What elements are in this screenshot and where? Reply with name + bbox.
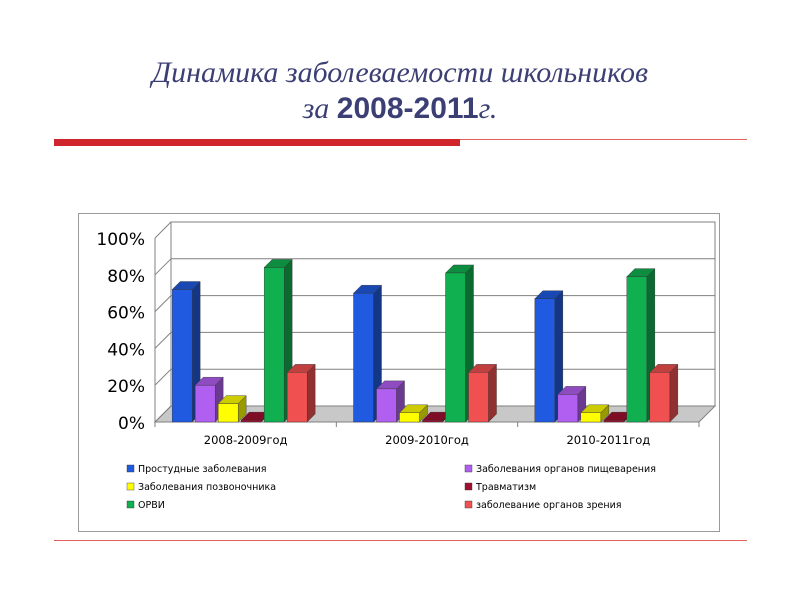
bar-side [488, 363, 497, 423]
gridline-diagonal [154, 258, 172, 276]
bar [353, 292, 374, 423]
title-line-2-prefix: за [302, 92, 337, 125]
bar [240, 419, 262, 423]
bar [399, 412, 420, 423]
title-years: 2008-2011г. [337, 92, 498, 125]
bottom-rule [54, 540, 747, 541]
title-line-2: за 2008-2011г. [0, 91, 800, 127]
bar [534, 298, 556, 423]
legend-label: Заболевания позвоночника [138, 482, 276, 493]
bar [580, 412, 602, 423]
bar [557, 394, 579, 423]
bar [603, 419, 625, 423]
x-tick-label: 2008-2009год [204, 433, 288, 447]
bar [286, 372, 308, 423]
legend-swatch [464, 464, 473, 473]
title-underline-bar [54, 139, 460, 146]
y-tick-label: 80% [107, 267, 145, 287]
y-tick-label: 60% [107, 304, 145, 324]
bar [171, 289, 193, 423]
bar [468, 372, 489, 423]
bar [194, 384, 216, 423]
y-tick-label: 0% [118, 414, 145, 434]
title-years-number: 2008-2011 [336, 92, 479, 125]
legend-swatch [464, 500, 473, 509]
legend-swatch [126, 464, 135, 473]
legend-label: заболевание органов зрения [476, 500, 621, 511]
bar [649, 372, 671, 423]
legend-label: ОРВИ [138, 500, 165, 511]
bar-side [306, 363, 316, 423]
title-years-suffix: г. [478, 92, 498, 125]
x-tick-label: 2010-2011год [566, 433, 650, 447]
legend-swatch [126, 500, 135, 509]
bar [626, 276, 648, 423]
bar [422, 419, 443, 423]
slide-title: Динамика заболеваемости школьников за 20… [0, 55, 800, 127]
gridline-diagonal [154, 221, 172, 239]
bar [376, 388, 397, 423]
bar [217, 403, 239, 423]
gridline-diagonal [154, 368, 172, 386]
legend-label: Травматизм [475, 482, 536, 493]
y-tick-label: 40% [107, 340, 145, 360]
x-tick-label: 2009-2010год [385, 433, 469, 447]
bar [445, 272, 466, 423]
legend-label: Заболевания органов пищеварения [476, 464, 656, 475]
legend-swatch [126, 482, 135, 491]
bar-chart: 0% 20% 40% 60% 80% 100% 2008-2009год 2009-2010г… [96, 221, 717, 511]
gridline-diagonal [154, 405, 172, 423]
y-tick-label: 100% [96, 230, 145, 250]
bar-side [669, 363, 679, 423]
legend-swatch [464, 482, 473, 491]
title-underline-rule [460, 139, 747, 140]
legend-label: Простудные заболевания [138, 464, 267, 475]
gridline-diagonal [154, 295, 172, 312]
title-line-1: Динамика заболеваемости школьников [151, 56, 649, 89]
y-tick-label: 20% [107, 377, 145, 397]
chart-container: 0% 20% 40% 60% 80% 100% 2008-2009год 2009-2010г… [78, 213, 720, 532]
bar [263, 267, 285, 423]
gridline-diagonal [154, 332, 172, 349]
